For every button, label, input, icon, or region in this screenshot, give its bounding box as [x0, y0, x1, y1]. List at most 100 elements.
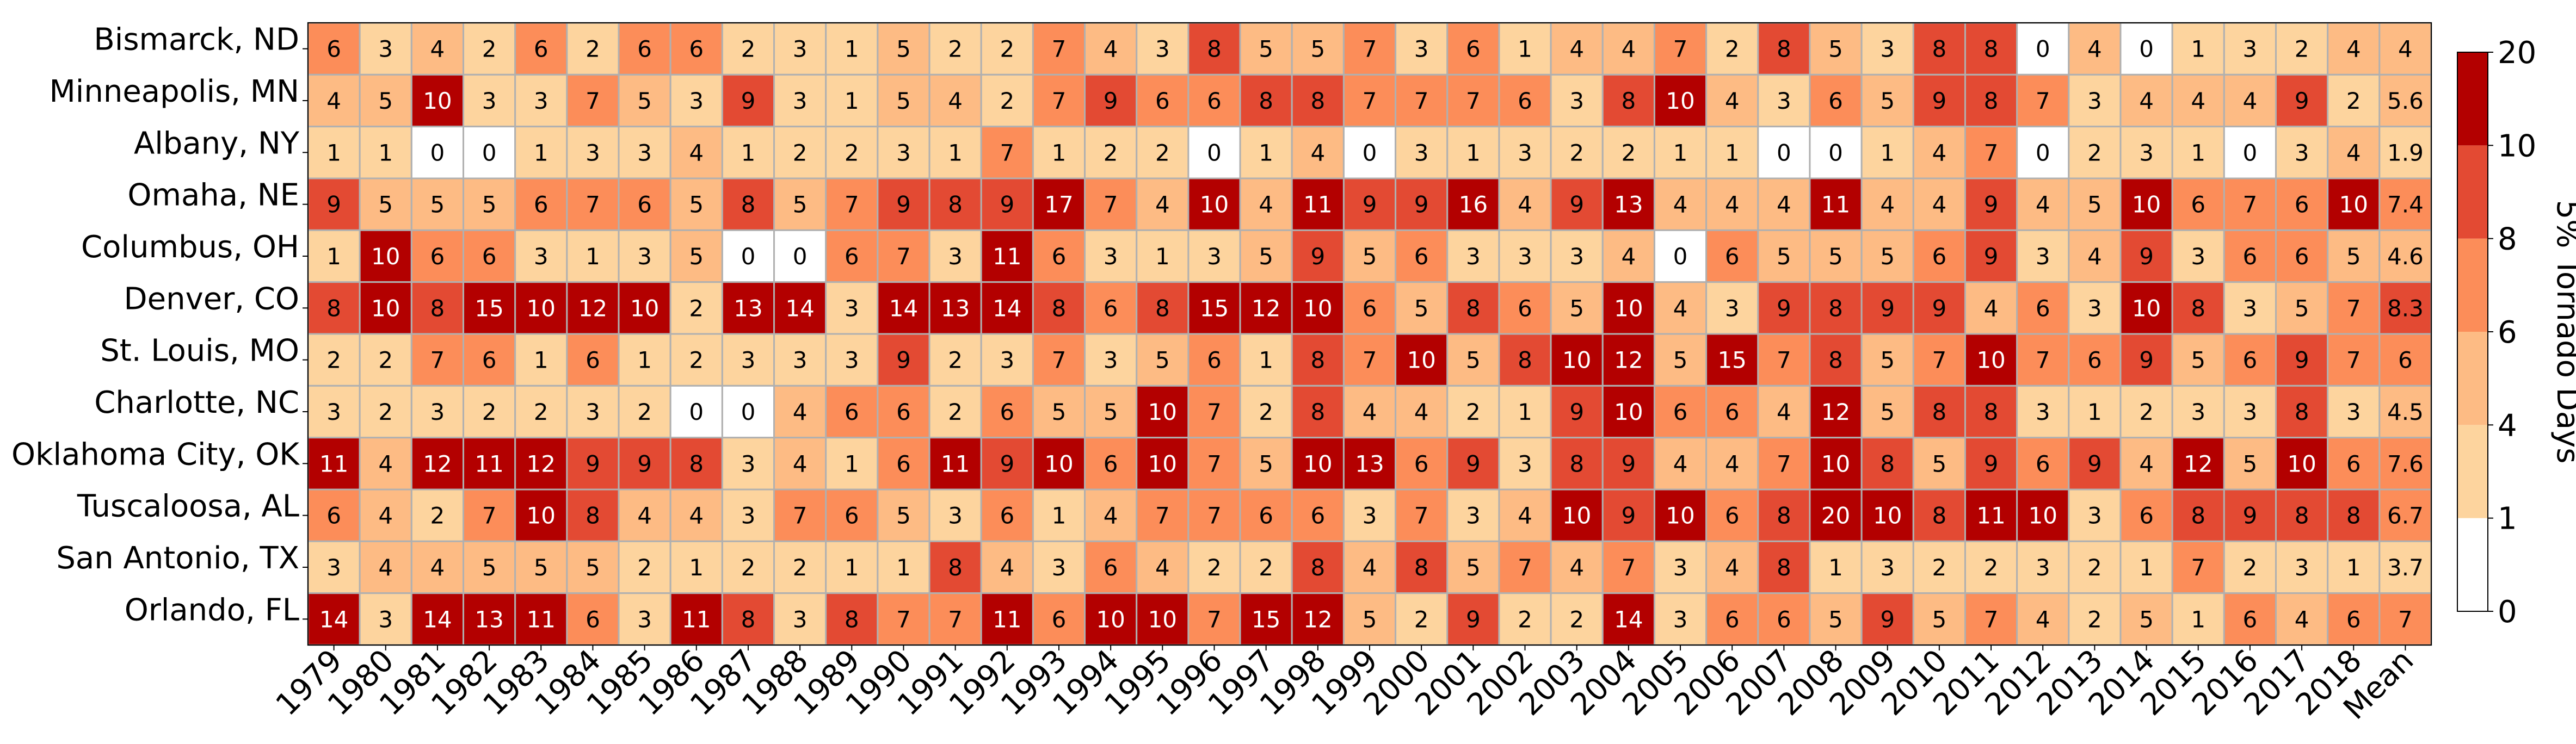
heatmap-cell	[307, 385, 361, 439]
cell-value-label: 3	[2191, 399, 2205, 425]
heatmap-cell	[359, 592, 412, 646]
heatmap-cell	[1291, 22, 1345, 76]
heatmap-cell	[1136, 333, 1190, 387]
heatmap-cell	[1757, 281, 1811, 335]
heatmap-cell	[2275, 333, 2329, 387]
heatmap-cell	[1757, 592, 1811, 646]
cell-value-label: 8	[1621, 88, 1636, 114]
cell-value-label: 12	[1303, 606, 1332, 633]
cell-value-label: 8	[586, 503, 600, 529]
cell-value-label: 3	[2295, 139, 2309, 166]
cell-value-label: 5	[482, 554, 497, 581]
cell-value-label: 1	[845, 36, 859, 63]
cell-value-label: 12	[1821, 399, 1850, 425]
cell-value-label: 3	[1052, 554, 1067, 581]
cell-value-label: 3	[637, 243, 652, 270]
heatmap-cell	[669, 540, 723, 594]
heatmap-cell	[2275, 126, 2329, 179]
cell-value-label: 8	[1984, 36, 1999, 63]
heatmap-cell	[1084, 177, 1138, 231]
heatmap-cell	[773, 333, 827, 387]
cell-value-label: 2	[1155, 139, 1170, 166]
cell-value-label: 6	[637, 36, 652, 63]
heatmap-cell	[2378, 126, 2432, 179]
heatmap-cell	[1601, 73, 1655, 128]
cell-value-label: 9	[2139, 243, 2154, 270]
cell-value-label: 0	[741, 399, 756, 425]
cell-value-label: 12	[1614, 347, 1643, 374]
cell-value-label: 4	[1518, 191, 1532, 218]
cell-value-label: 5	[2295, 295, 2309, 321]
heatmap-cell	[1653, 177, 1708, 231]
cell-value-label: 15	[474, 295, 503, 321]
heatmap-cell	[721, 488, 775, 542]
heatmap-cell	[2016, 592, 2070, 646]
cell-value-label: 3	[2243, 295, 2258, 321]
heatmap-cell	[410, 592, 465, 646]
cell-value-label: 11	[682, 606, 711, 633]
heatmap-cell	[463, 385, 516, 439]
cell-value-label: 8	[1777, 36, 1791, 63]
cell-value-label: 1	[1828, 554, 1843, 581]
cell-value-label: 0	[2139, 36, 2154, 63]
heatmap-cell	[307, 333, 361, 387]
heatmap-cell	[2327, 126, 2381, 179]
cell-value-label: 4	[793, 399, 808, 425]
heatmap-cell	[514, 592, 568, 646]
cell-value-label: 13	[1355, 450, 1384, 477]
heatmap-cell	[1342, 126, 1397, 179]
cell-value-label: 8	[1310, 347, 1325, 374]
heatmap-cell	[1446, 385, 1500, 439]
cell-value-label: 15	[1717, 347, 1746, 374]
cell-value-label: 7	[1777, 450, 1791, 477]
cell-value-label: 5	[534, 554, 549, 581]
cell-value-label: 1	[1725, 139, 1740, 166]
heatmap-cell	[2378, 592, 2432, 646]
cell-value-label: 6	[534, 191, 549, 218]
cell-value-label: 3	[482, 88, 497, 114]
cell-value-label: 2	[689, 295, 704, 321]
cell-value-label: 11	[941, 450, 970, 477]
heatmap-cell	[669, 592, 723, 646]
cell-value-label: 3	[1518, 139, 1532, 166]
heatmap-cell	[928, 281, 982, 335]
cell-value-label: 1	[2191, 606, 2205, 633]
cell-value-label: 3	[948, 503, 963, 529]
cell-value-label: 7	[1207, 399, 1222, 425]
cell-value-label: 4	[1155, 191, 1170, 218]
cell-value-label: 7	[482, 503, 497, 529]
heatmap-cell	[2171, 592, 2225, 646]
heatmap-cell	[1032, 126, 1086, 179]
cell-value-label: 9	[896, 347, 911, 374]
heatmap-cell	[1601, 333, 1655, 387]
heatmap-cell	[2119, 333, 2173, 387]
cell-value-label: 5	[793, 191, 808, 218]
cell-value-label: 3	[689, 88, 704, 114]
cell-value-label: 4	[1932, 139, 1947, 166]
cell-value-label: 3	[793, 606, 808, 633]
cell-value-label: 6	[1104, 554, 1118, 581]
colorbar-tick-label: 8	[2498, 222, 2517, 257]
heatmap-cell	[2275, 592, 2329, 646]
cell-value-label: 7	[1932, 347, 1947, 374]
cell-value-label: 9	[1984, 450, 1999, 477]
cell-value-label: 2	[1569, 139, 1584, 166]
cell-value-label: 1	[1518, 36, 1532, 63]
cell-value-label: 4	[1621, 36, 1636, 63]
heatmap-cell	[410, 126, 465, 179]
heatmap-cell	[1705, 540, 1759, 594]
cell-value-label: 6	[586, 606, 600, 633]
heatmap-cell	[1187, 540, 1241, 594]
heatmap-cell	[359, 229, 412, 283]
cell-value-label: 6	[689, 36, 704, 63]
cell-value-label: 3	[1207, 243, 1222, 270]
cell-value-label: 2	[1621, 139, 1636, 166]
cell-value-label: 7	[1518, 554, 1532, 581]
row-tick-label: Albany, NY	[134, 126, 300, 161]
cell-value-label: 2	[948, 399, 963, 425]
cell-value-label: 11	[993, 243, 1021, 270]
heatmap-cell	[1342, 437, 1397, 491]
cell-value-label: 3	[896, 139, 911, 166]
cell-value-label: 5	[586, 554, 600, 581]
heatmap-cell	[721, 281, 775, 335]
